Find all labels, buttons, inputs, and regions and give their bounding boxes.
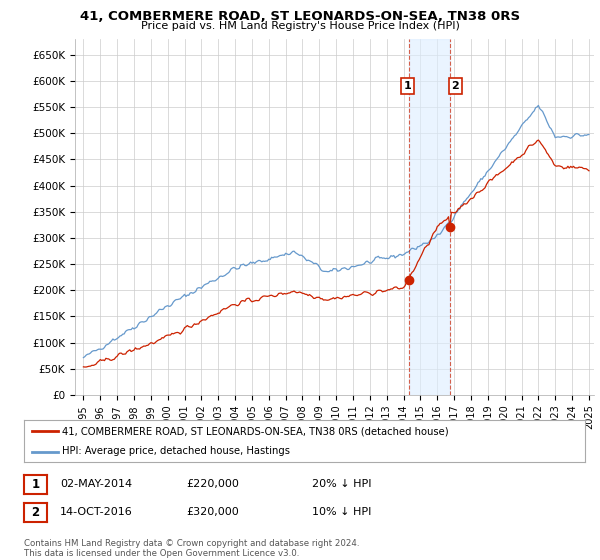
Text: HPI: Average price, detached house, Hastings: HPI: Average price, detached house, Hast…: [62, 446, 290, 456]
Text: 1: 1: [404, 81, 412, 91]
Text: 1: 1: [31, 478, 40, 491]
Text: 41, COMBERMERE ROAD, ST LEONARDS-ON-SEA, TN38 0RS (detached house): 41, COMBERMERE ROAD, ST LEONARDS-ON-SEA,…: [62, 426, 449, 436]
Text: 41, COMBERMERE ROAD, ST LEONARDS-ON-SEA, TN38 0RS: 41, COMBERMERE ROAD, ST LEONARDS-ON-SEA,…: [80, 10, 520, 23]
Text: 2: 2: [31, 506, 40, 519]
Bar: [409, 39, 451, 395]
Text: £320,000: £320,000: [186, 507, 239, 517]
Text: 20% ↓ HPI: 20% ↓ HPI: [312, 479, 371, 489]
Text: 14-OCT-2016: 14-OCT-2016: [60, 507, 133, 517]
Text: £220,000: £220,000: [186, 479, 239, 489]
Text: Contains HM Land Registry data © Crown copyright and database right 2024.
This d: Contains HM Land Registry data © Crown c…: [24, 539, 359, 558]
Text: 02-MAY-2014: 02-MAY-2014: [60, 479, 132, 489]
Text: 2: 2: [452, 81, 460, 91]
Text: Price paid vs. HM Land Registry's House Price Index (HPI): Price paid vs. HM Land Registry's House …: [140, 21, 460, 31]
Text: 10% ↓ HPI: 10% ↓ HPI: [312, 507, 371, 517]
